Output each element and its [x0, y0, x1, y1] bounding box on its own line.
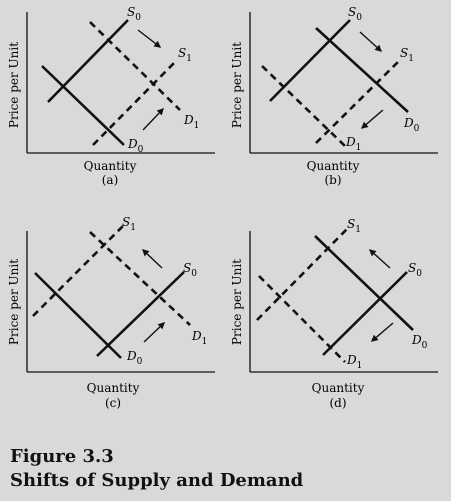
panel-a-demand-shift-arrow — [142, 107, 164, 131]
panel-b-label-s0: S0 — [348, 5, 362, 23]
figure-number: Figure 3.3 — [10, 446, 114, 467]
panel-a-supply-shift-arrow — [137, 29, 162, 48]
figure-canvas: Price per Unit Quantity (a) S0 S1 D0 D1 … — [7, 5, 438, 410]
panel-c-demand-shift-arrow — [143, 322, 166, 343]
panel-a-label-d1: D1 — [183, 113, 199, 131]
panel-d-demand-shift-arrow — [370, 322, 394, 342]
panel-d-supply-s0 — [322, 271, 408, 356]
panel-d-x-label: Quantity — [312, 381, 365, 395]
panel-c-label-d0: D0 — [126, 349, 143, 367]
panel-c-demand-d0 — [34, 272, 122, 359]
panel-d-label-s1: S1 — [347, 217, 361, 235]
panel-c: Price per Unit Quantity (c) S1 S0 D0 D1 — [7, 215, 215, 410]
panel-d: Price per Unit Quantity (d) S1 S0 D0 D1 — [230, 217, 438, 410]
panel-d-supply-s1 — [256, 227, 349, 321]
panel-c-label-s0: S0 — [183, 261, 197, 279]
figure-title: Shifts of Supply and Demand — [10, 470, 304, 491]
panel-c-y-label: Price per Unit — [7, 259, 21, 345]
panel-d-label-d0: D0 — [411, 333, 428, 351]
panel-b-label-d0: D0 — [403, 116, 420, 134]
panel-d-label-s0: S0 — [408, 261, 422, 279]
panel-b-demand-shift-arrow — [360, 109, 384, 129]
panel-b-y-label: Price per Unit — [230, 42, 244, 128]
panel-b: Price per Unit Quantity (b) S0 S1 D0 D1 — [230, 5, 438, 187]
panel-b-supply-s1 — [315, 59, 401, 144]
panel-b-demand-d1 — [261, 65, 346, 147]
panel-b-label-d1: D1 — [345, 135, 361, 153]
panel-a-demand-d0 — [41, 65, 125, 146]
panel-b-tag: (b) — [324, 173, 341, 187]
panel-c-supply-s0 — [96, 271, 185, 357]
panel-d-demand-d1 — [258, 275, 346, 363]
panel-c-supply-shift-arrow — [141, 249, 163, 269]
panel-d-supply-shift-arrow — [368, 249, 391, 269]
panel-b-demand-d0 — [315, 27, 409, 113]
panel-d-demand-d0 — [314, 235, 414, 331]
panel-c-tag: (c) — [105, 396, 121, 410]
panel-a-demand-d1 — [89, 21, 181, 111]
panel-c-x-label: Quantity — [87, 381, 140, 395]
panel-a-label-s1: S1 — [178, 46, 192, 64]
panel-a-label-d0: D0 — [127, 137, 144, 155]
panel-b-supply-shift-arrow — [359, 31, 383, 52]
panel-c-supply-s1 — [32, 225, 124, 317]
panel-a-supply-s1 — [92, 59, 178, 146]
panel-a-supply-s0 — [47, 19, 129, 103]
panel-a-x-label: Quantity — [84, 159, 137, 173]
panel-d-y-label: Price per Unit — [230, 259, 244, 345]
panel-a-y-label: Price per Unit — [7, 42, 21, 128]
panel-b-x-label: Quantity — [307, 159, 360, 173]
panel-c-label-s1: S1 — [122, 215, 136, 233]
panel-d-label-d1: D1 — [346, 353, 362, 371]
panel-c-demand-d1 — [89, 231, 191, 326]
panel-b-supply-s0 — [269, 19, 351, 102]
panel-b-label-s1: S1 — [400, 46, 414, 64]
panel-a-tag: (a) — [102, 173, 119, 187]
panel-c-label-d1: D1 — [191, 329, 207, 347]
panel-d-tag: (d) — [329, 396, 346, 410]
panel-a-label-s0: S0 — [127, 5, 141, 23]
panel-a: Price per Unit Quantity (a) S0 S1 D0 D1 — [7, 5, 215, 187]
